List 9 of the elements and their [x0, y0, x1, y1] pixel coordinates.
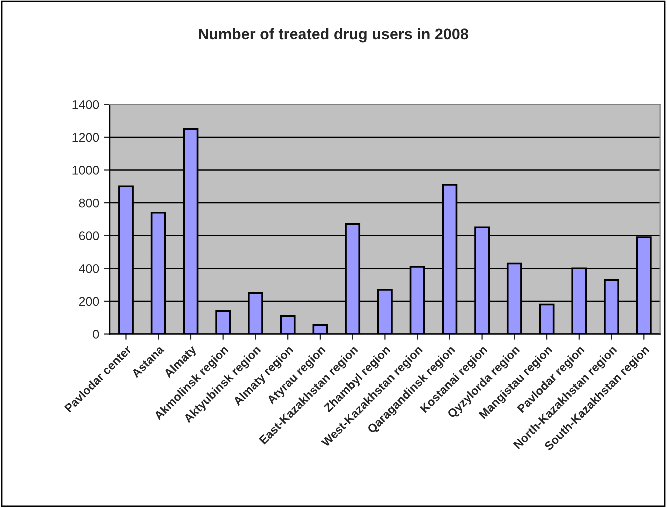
y-tick-label: 800 — [79, 198, 100, 208]
y-tick-label: 1400 — [72, 100, 100, 110]
y-tick-label: 1000 — [72, 166, 100, 175]
y-tick-label: 400 — [79, 264, 100, 274]
chart-title: Number of treated drug users in 2008 — [199, 28, 468, 43]
y-tick-label: 600 — [79, 232, 100, 241]
y-tick-label: 200 — [79, 297, 100, 306]
y-tick-label: 0 — [93, 330, 100, 339]
y-tick-label: 1200 — [72, 133, 100, 142]
